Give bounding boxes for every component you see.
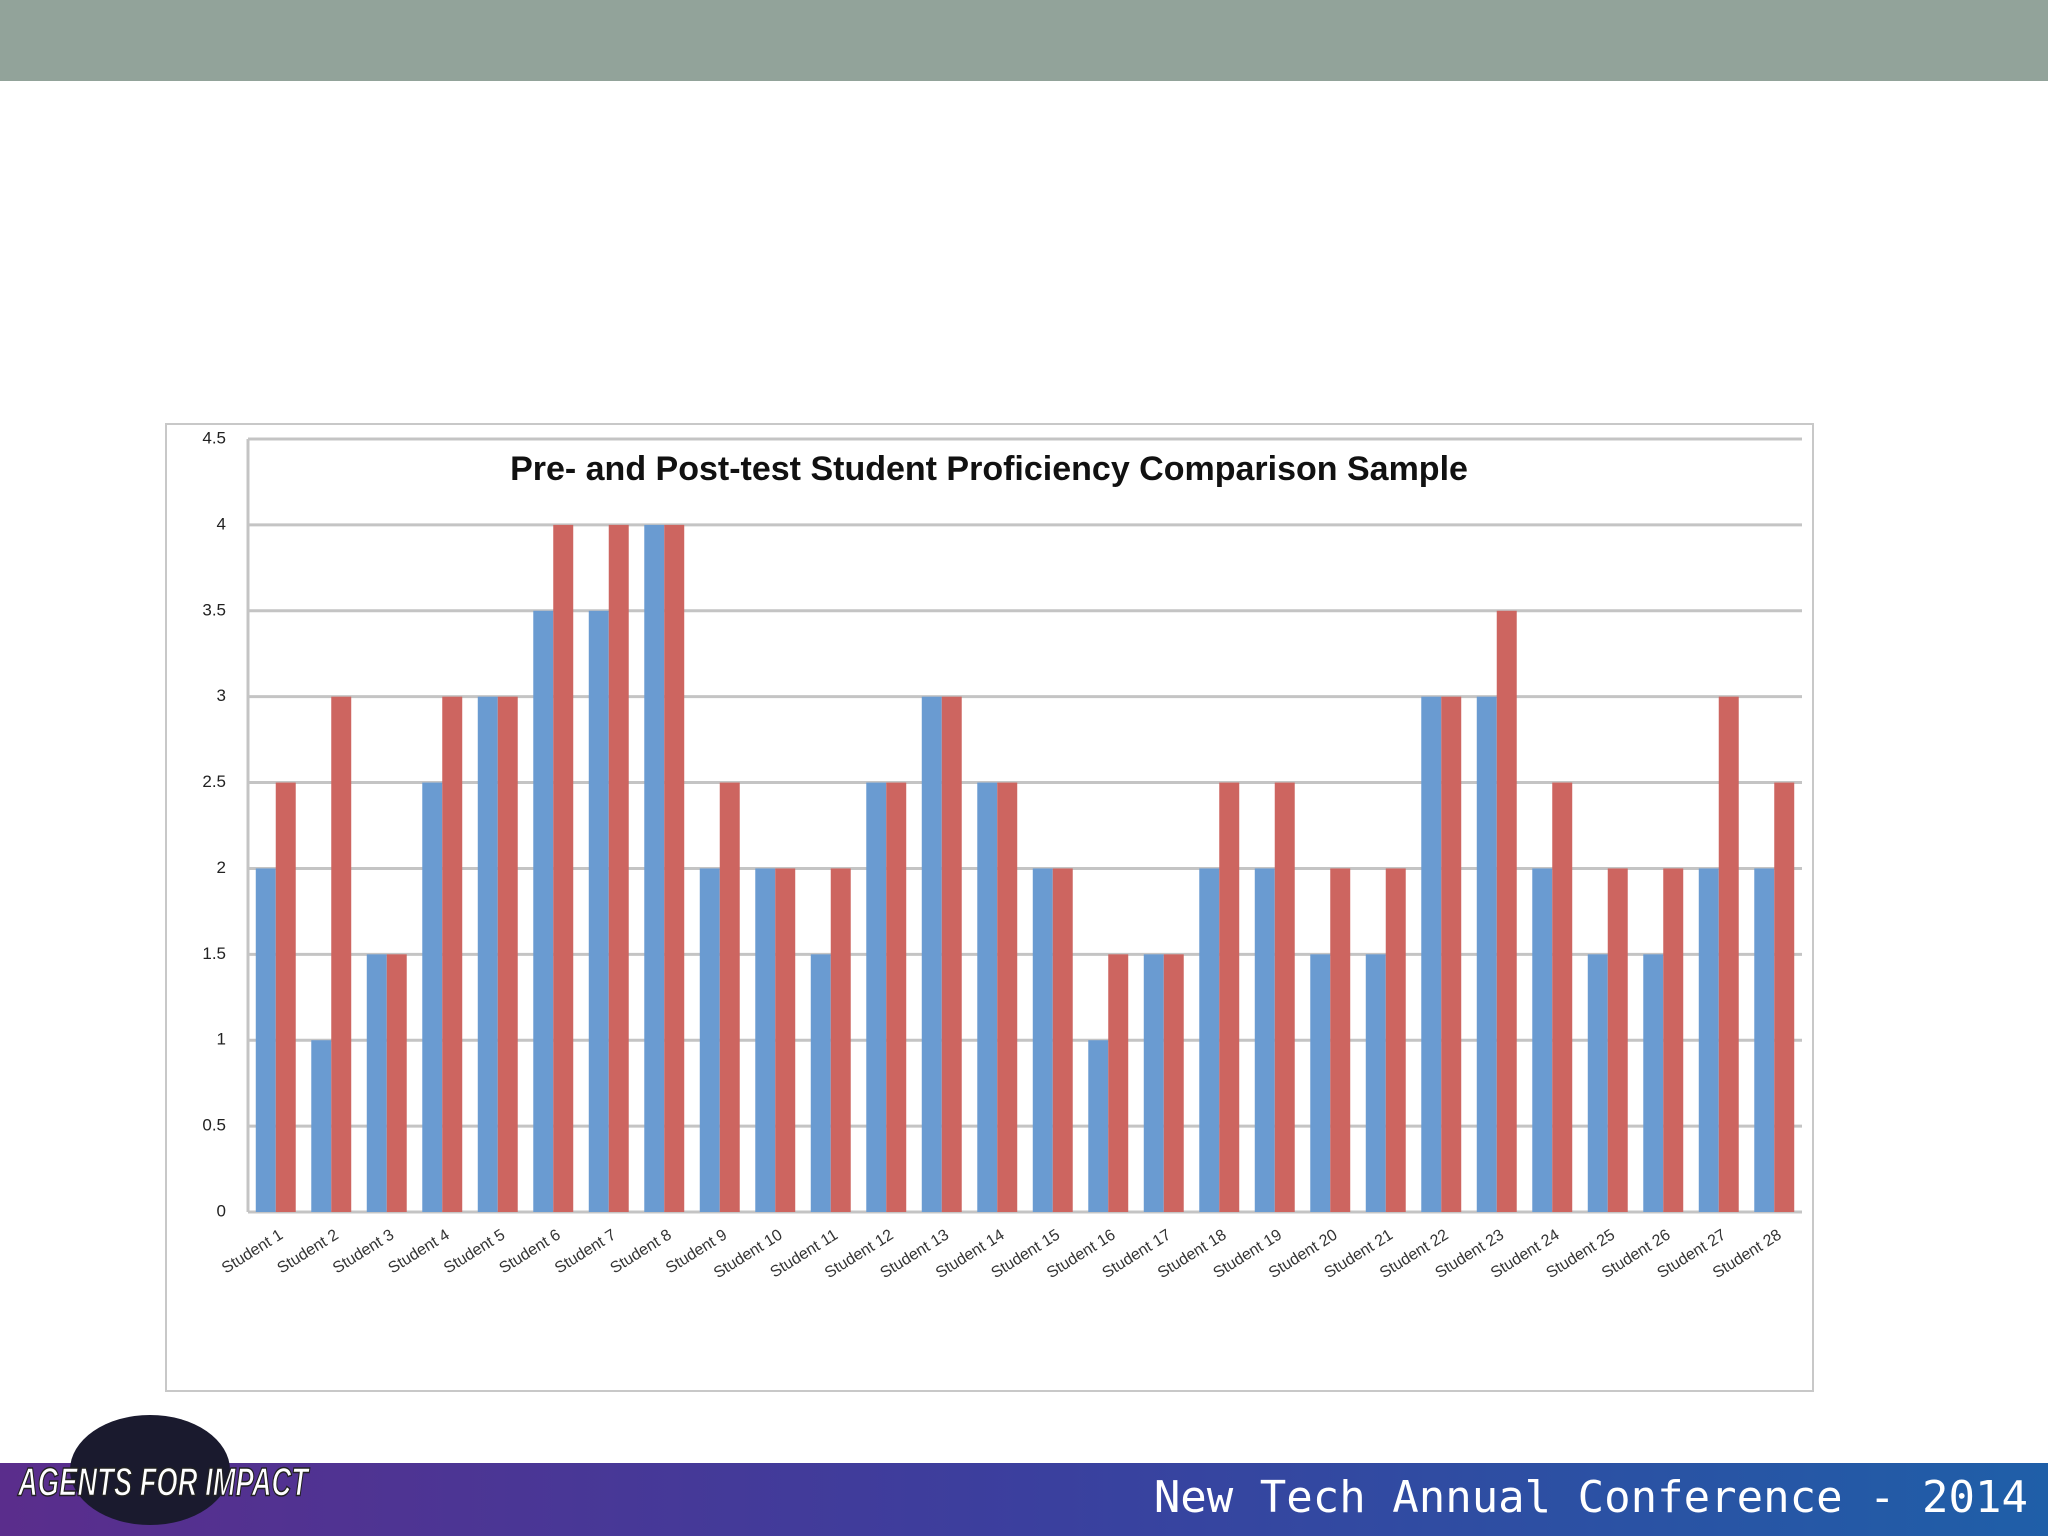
y-tick-label: 1 [217, 1030, 226, 1049]
bar [1754, 868, 1775, 1212]
bar [1088, 1040, 1109, 1212]
bar [1219, 782, 1240, 1212]
y-tick-label: 4 [217, 514, 226, 533]
y-tick-label: 2.5 [202, 772, 226, 791]
bar [1607, 868, 1628, 1212]
bar [1032, 868, 1053, 1212]
bar [886, 782, 907, 1212]
bar [921, 696, 942, 1212]
bar [830, 868, 851, 1212]
bar [941, 696, 962, 1212]
bar [1718, 696, 1739, 1212]
y-tick-label: 2 [217, 858, 226, 877]
y-tick-label: 3.5 [202, 600, 226, 619]
bar [255, 868, 276, 1212]
bar [1365, 954, 1386, 1212]
bar [1532, 868, 1553, 1212]
bar [1385, 868, 1406, 1212]
bar [275, 782, 296, 1212]
y-tick-label: 0 [217, 1201, 226, 1220]
bar [366, 954, 387, 1212]
logo-emblem [70, 1415, 230, 1525]
bar [1199, 868, 1220, 1212]
y-tick-label: 4.5 [202, 428, 226, 447]
bar [719, 782, 740, 1212]
bar [1774, 782, 1795, 1212]
bar [422, 782, 443, 1212]
bar [977, 782, 998, 1212]
bar [1552, 782, 1573, 1212]
bar [699, 868, 720, 1212]
bar [1441, 696, 1462, 1212]
footer-bar [0, 1463, 2048, 1536]
bar [1274, 782, 1295, 1212]
bar [1143, 954, 1164, 1212]
bar [1421, 696, 1442, 1212]
logo-text: AGENTS FOR IMPACT [17, 1461, 310, 1505]
header-bar [0, 0, 2048, 81]
bar [1476, 696, 1497, 1212]
chart-title: Pre- and Post-test Student Proficiency C… [510, 450, 1468, 488]
bar [664, 524, 685, 1212]
bar [1163, 954, 1184, 1212]
bar [311, 1040, 332, 1212]
bar [866, 782, 887, 1212]
bar [608, 524, 629, 1212]
bar [644, 524, 665, 1212]
bar [497, 696, 518, 1212]
bar [1643, 954, 1664, 1212]
bar [1310, 954, 1331, 1212]
bar [1698, 868, 1719, 1212]
bar [331, 696, 352, 1212]
bar [477, 696, 498, 1212]
bar [442, 696, 463, 1212]
bar [1663, 868, 1684, 1212]
bar [1587, 954, 1608, 1212]
bar [755, 868, 776, 1212]
bar [775, 868, 796, 1212]
bar [588, 610, 609, 1212]
bar [1052, 868, 1073, 1212]
y-tick-label: 1.5 [202, 944, 226, 963]
y-tick-label: 3 [217, 686, 226, 705]
bar [386, 954, 407, 1212]
conference-text: New Tech Annual Conference - 2014 [1154, 1472, 2028, 1523]
bar [1254, 868, 1275, 1212]
bar [553, 524, 574, 1212]
bar [1330, 868, 1351, 1212]
bar [810, 954, 831, 1212]
bar [1108, 954, 1129, 1212]
bar [997, 782, 1018, 1212]
y-tick-label: 0.5 [202, 1116, 226, 1135]
bar [533, 610, 554, 1212]
bar [1496, 610, 1517, 1212]
